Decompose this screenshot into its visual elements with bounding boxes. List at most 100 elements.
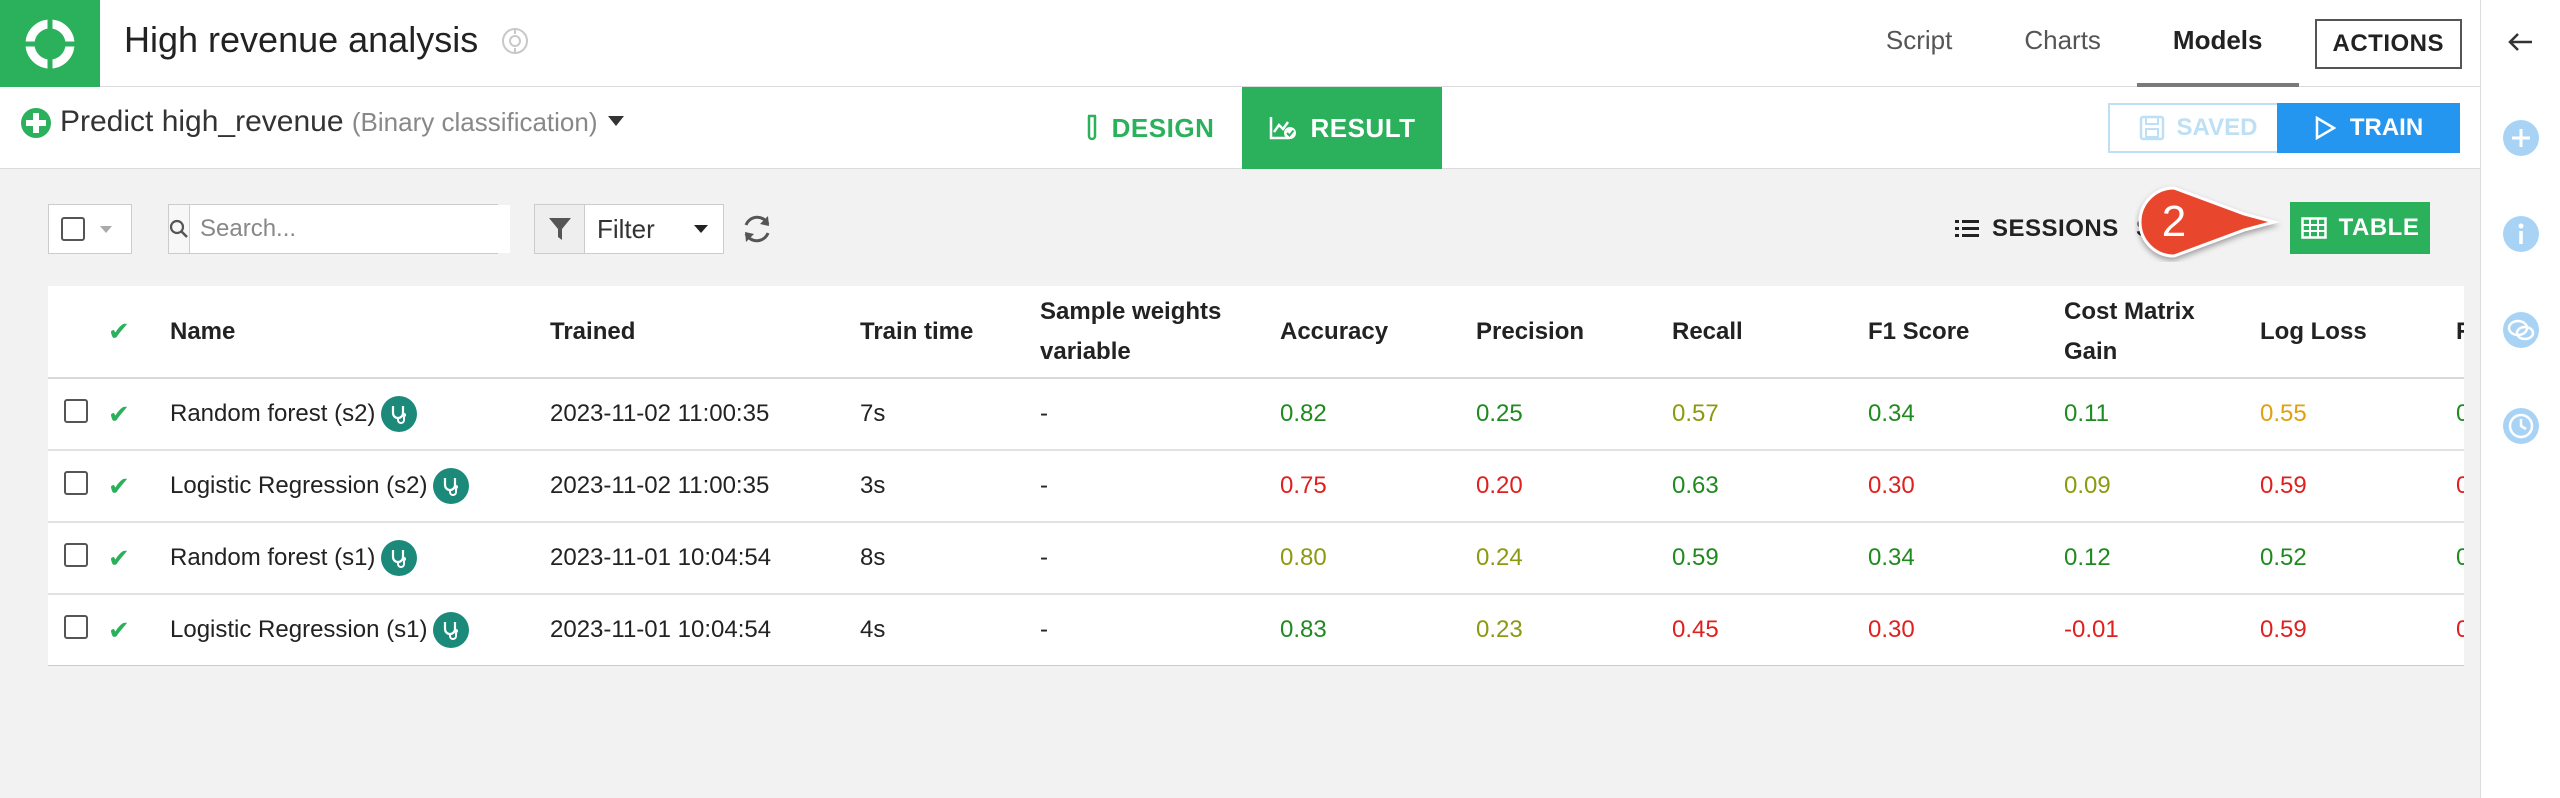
header-name[interactable]: Name: [162, 286, 542, 379]
train-button[interactable]: TRAIN: [2277, 103, 2460, 153]
refresh-icon[interactable]: [740, 212, 774, 246]
settings-badge-icon[interactable]: [500, 26, 530, 56]
diagnostics-icon[interactable]: [433, 612, 470, 648]
search-input[interactable]: [190, 205, 510, 253]
header-precision[interactable]: Precision: [1468, 286, 1664, 379]
analysis-name: Predict high_revenue: [60, 105, 344, 138]
row-select[interactable]: [48, 450, 100, 523]
check-icon: ✔: [108, 614, 130, 645]
f1-cell: 0.30: [1860, 450, 2056, 523]
model-name-cell[interactable]: Logistic Regression (s2): [162, 450, 542, 523]
play-icon: [2315, 116, 2336, 140]
rail-add-button[interactable]: [2501, 118, 2541, 158]
table-icon: [2300, 217, 2327, 239]
search-box: [168, 204, 510, 254]
page-title: High revenue analysis: [124, 19, 479, 60]
check-icon: ✔: [108, 315, 130, 346]
train-time-cell: 7s: [852, 378, 1032, 451]
nav-charts[interactable]: Charts: [2024, 25, 2101, 55]
sample-weights-cell: -: [1032, 378, 1272, 451]
recall-cell: 0.45: [1664, 594, 1860, 665]
caret-down-icon[interactable]: [606, 113, 626, 129]
filter-label-wrap: Filter: [585, 205, 723, 253]
prediction-icon: [21, 108, 51, 138]
analysis-header: Predict high_revenue (Binary classificat…: [0, 87, 2480, 169]
select-all-checkbox[interactable]: [61, 217, 85, 241]
check-icon: ✔: [108, 470, 130, 501]
log-loss-cell: 0.55: [2252, 378, 2448, 451]
sample-weights-cell: -: [1032, 522, 1272, 595]
header-next[interactable]: R: [2448, 286, 2464, 379]
row-status: ✔: [100, 522, 162, 595]
row-checkbox[interactable]: [64, 470, 88, 495]
header-trained[interactable]: Trained: [542, 286, 852, 379]
header-cost-matrix[interactable]: Cost Matrix Gain: [2056, 286, 2252, 379]
row-checkbox[interactable]: [64, 614, 88, 639]
step-callout-badge: 2: [2138, 186, 2280, 258]
saved-button[interactable]: SAVED: [2108, 103, 2288, 153]
cost-matrix-cell: -0.01: [2056, 594, 2252, 665]
table-row[interactable]: ✔ Random forest (s1) 2023-11-01 10:04:54…: [48, 522, 2464, 595]
header-f1[interactable]: F1 Score: [1860, 286, 2056, 379]
header-sample-weights[interactable]: Sample weights variable: [1032, 286, 1272, 379]
diagnostics-icon[interactable]: [381, 396, 418, 432]
model-name-cell[interactable]: Random forest (s2): [162, 378, 542, 451]
tab-design-label: DESIGN: [1111, 112, 1215, 143]
caret-down-icon: [694, 225, 708, 233]
rail-history-button[interactable]: [2501, 406, 2541, 446]
nav-script[interactable]: Script: [1885, 25, 1953, 55]
actions-button[interactable]: ACTIONS: [2314, 18, 2462, 69]
trained-cell: 2023-11-01 10:04:54: [542, 594, 852, 665]
header-recall[interactable]: Recall: [1664, 286, 1860, 379]
app-logo[interactable]: [0, 0, 100, 87]
tab-design[interactable]: DESIGN: [1056, 87, 1242, 169]
filter-dropdown[interactable]: Filter: [534, 204, 724, 254]
row-select[interactable]: [48, 594, 100, 665]
sessions-view-button[interactable]: SESSIONS: [1954, 204, 2119, 254]
row-checkbox[interactable]: [64, 398, 88, 423]
tab-result[interactable]: RESULT: [1242, 87, 1442, 169]
diagnostics-icon[interactable]: [433, 468, 470, 504]
header-train-time[interactable]: Train time: [852, 286, 1032, 379]
cost-matrix-cell: 0.11: [2056, 378, 2252, 451]
header-accuracy[interactable]: Accuracy: [1272, 286, 1468, 379]
collapse-rail-button[interactable]: [2501, 22, 2541, 62]
diagnostics-icon[interactable]: [381, 540, 418, 576]
recall-cell: 0.57: [1664, 378, 1860, 451]
row-status: ✔: [100, 378, 162, 451]
model-name[interactable]: Random forest (s2): [170, 400, 376, 427]
table-row[interactable]: ✔ Logistic Regression (s1) 2023-11-01 10…: [48, 594, 2464, 665]
nav-models[interactable]: Models: [2136, 0, 2299, 87]
table-row[interactable]: ✔ Logistic Regression (s2) 2023-11-02 11…: [48, 450, 2464, 523]
sample-weights-cell: -: [1032, 594, 1272, 665]
row-checkbox[interactable]: [64, 542, 88, 567]
trained-cell: 2023-11-01 10:04:54: [542, 522, 852, 595]
train-time-cell: 4s: [852, 594, 1032, 665]
train-label: TRAIN: [2349, 114, 2424, 141]
model-name-cell[interactable]: Logistic Regression (s1): [162, 594, 542, 665]
rail-info-button[interactable]: [2501, 214, 2541, 254]
accuracy-cell: 0.83: [1272, 594, 1468, 665]
clock-icon: [2503, 408, 2539, 444]
result-chart-icon: [1270, 117, 1297, 140]
model-name[interactable]: Logistic Regression (s1): [170, 616, 428, 643]
rail-discussions-button[interactable]: [2501, 310, 2541, 350]
callout-number: 2: [2162, 197, 2186, 246]
recall-cell: 0.63: [1664, 450, 1860, 523]
save-icon: [2139, 115, 2164, 141]
accuracy-cell: 0.80: [1272, 522, 1468, 595]
filter-icon: [535, 205, 585, 253]
top-bar: High revenue analysis Script Charts Mode…: [0, 0, 2480, 87]
select-all-dropdown[interactable]: [48, 204, 132, 254]
row-select[interactable]: [48, 522, 100, 595]
cost-matrix-cell: 0.12: [2056, 522, 2252, 595]
model-name-cell[interactable]: Random forest (s1): [162, 522, 542, 595]
row-select[interactable]: [48, 378, 100, 451]
model-name[interactable]: Logistic Regression (s2): [170, 472, 428, 499]
table-view-button[interactable]: TABLE: [2290, 202, 2430, 254]
header-log-loss[interactable]: Log Loss: [2252, 286, 2448, 379]
table-row[interactable]: ✔ Random forest (s2) 2023-11-02 11:00:35…: [48, 378, 2464, 451]
header-select: [48, 286, 100, 379]
analysis-title[interactable]: Predict high_revenue (Binary classificat…: [60, 87, 598, 157]
model-name[interactable]: Random forest (s1): [170, 544, 376, 571]
